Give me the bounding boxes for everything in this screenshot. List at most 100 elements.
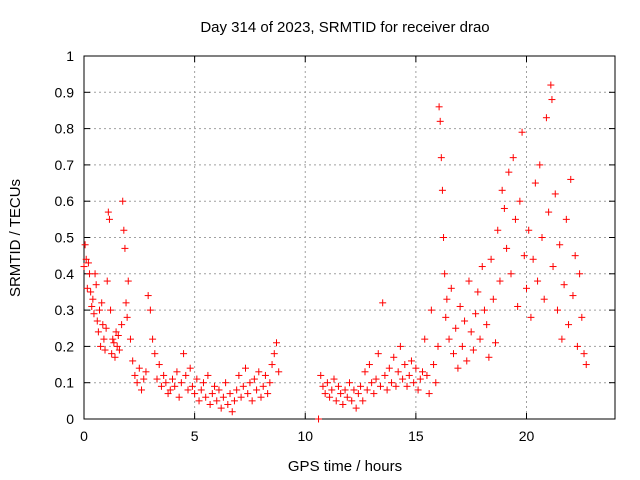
data-point — [146, 306, 154, 314]
data-point — [153, 375, 161, 383]
data-point — [370, 390, 378, 398]
x-tick-label: 5 — [191, 428, 199, 444]
x-axis-label: GPS time / hours — [288, 458, 402, 475]
data-point — [193, 375, 201, 383]
data-point — [204, 371, 212, 379]
data-point — [489, 295, 497, 303]
data-point — [261, 371, 269, 379]
data-point — [582, 361, 590, 369]
data-point — [182, 371, 190, 379]
data-point — [556, 241, 564, 249]
data-point — [186, 364, 194, 372]
data-point — [425, 390, 433, 398]
y-tick-label: 0 — [66, 411, 74, 427]
data-point — [551, 190, 559, 198]
data-point — [487, 255, 495, 263]
data-point — [275, 368, 283, 376]
data-point — [458, 342, 466, 350]
data-point — [357, 382, 365, 390]
data-point — [108, 350, 116, 358]
data-point — [372, 375, 380, 383]
data-point — [122, 299, 130, 307]
data-point — [454, 364, 462, 372]
data-point — [102, 324, 110, 332]
data-point — [131, 371, 139, 379]
data-point — [103, 277, 111, 285]
data-point — [419, 368, 427, 376]
data-point — [188, 382, 196, 390]
data-point — [396, 342, 404, 350]
data-point — [109, 335, 117, 343]
data-point — [171, 382, 179, 390]
chart-title: Day 314 of 2023, SRMTID for receiver dra… — [200, 19, 489, 36]
data-point — [126, 335, 134, 343]
data-point — [337, 390, 345, 398]
data-point — [390, 353, 398, 361]
data-point — [111, 353, 119, 361]
data-point — [101, 346, 109, 354]
data-point — [202, 393, 210, 401]
data-point — [98, 299, 106, 307]
data-points-layer — [80, 81, 590, 423]
data-point — [123, 313, 131, 321]
data-point — [206, 400, 214, 408]
data-point — [361, 368, 369, 376]
data-point — [113, 342, 121, 350]
data-point — [463, 357, 471, 365]
data-point — [509, 154, 517, 162]
data-point — [547, 81, 555, 89]
data-point — [197, 386, 205, 394]
data-point — [319, 382, 327, 390]
data-point — [110, 339, 118, 347]
data-point — [410, 379, 418, 387]
data-point — [124, 277, 132, 285]
data-point — [208, 390, 216, 398]
data-point — [405, 371, 413, 379]
data-point — [191, 390, 199, 398]
data-point — [432, 379, 440, 387]
data-point — [483, 321, 491, 329]
data-point — [169, 375, 176, 383]
data-point — [228, 408, 236, 416]
data-point — [567, 175, 575, 183]
data-point — [354, 390, 362, 398]
data-point — [525, 226, 533, 234]
data-point — [536, 161, 544, 169]
data-point — [505, 168, 513, 176]
data-point — [330, 375, 338, 383]
data-point — [394, 368, 402, 376]
data-point — [461, 317, 469, 325]
data-point — [447, 284, 455, 292]
data-point — [112, 328, 120, 336]
data-point — [144, 292, 152, 300]
y-tick-label: 0.5 — [55, 230, 75, 246]
data-point — [160, 371, 168, 379]
data-point — [516, 197, 524, 205]
data-point — [105, 215, 113, 223]
data-point — [538, 234, 546, 241]
data-point — [255, 368, 263, 376]
data-point — [514, 302, 522, 310]
data-point — [199, 379, 207, 387]
data-point — [423, 371, 431, 379]
data-point — [326, 393, 334, 401]
y-tick-label: 0.7 — [55, 157, 75, 173]
data-point — [381, 371, 389, 379]
data-point — [114, 332, 122, 340]
data-point — [339, 400, 347, 408]
data-point — [99, 321, 107, 329]
data-point — [359, 397, 367, 405]
data-point — [157, 382, 165, 390]
data-point — [558, 335, 566, 343]
data-point — [443, 295, 451, 303]
y-tick-label: 0.8 — [55, 121, 75, 137]
data-point — [135, 364, 143, 372]
data-point — [476, 335, 484, 343]
data-point — [100, 335, 108, 343]
data-point — [87, 288, 95, 296]
data-point — [534, 277, 542, 285]
data-point — [472, 310, 480, 318]
data-point — [399, 375, 407, 383]
data-point — [452, 324, 460, 332]
